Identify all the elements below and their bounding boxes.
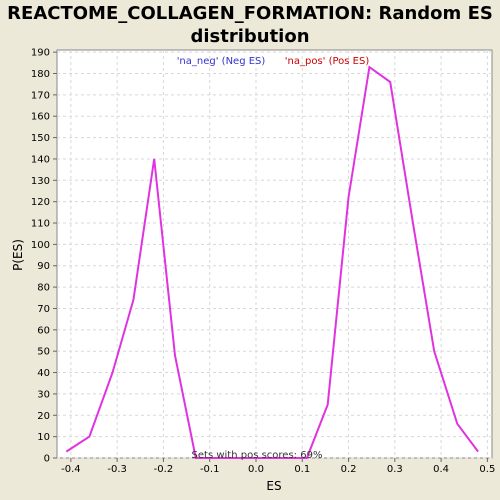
plot-area xyxy=(56,49,493,459)
x-tick-label: 0.3 xyxy=(387,464,403,475)
y-tick-label: 20 xyxy=(37,411,50,422)
y-tick-label: 170 xyxy=(31,90,50,101)
y-tick-label: 40 xyxy=(37,368,50,379)
y-tick-label: 60 xyxy=(37,325,50,336)
y-tick-label: 110 xyxy=(31,219,50,230)
y-tick-label: 80 xyxy=(37,283,50,294)
axes: -0.4 -0.3 -0.2 -0.1 0.0 0.1 0.2 0.3 0.4 0.5 0 10 20 3… xyxy=(31,48,495,475)
es-distribution-line xyxy=(65,65,479,459)
y-tick-label: 150 xyxy=(31,133,50,144)
y-axis-label: P(ES) xyxy=(11,239,25,271)
y-tick-label: 120 xyxy=(31,197,50,208)
legend-item: 'na_neg' (Neg ES) xyxy=(177,56,266,67)
y-tick-label: 100 xyxy=(31,240,50,251)
x-tick-label: 0.1 xyxy=(294,464,310,475)
legend-item: 'na_pos' (Pos ES) xyxy=(285,56,370,67)
x-tick-label: -0.3 xyxy=(107,464,127,475)
x-tick-label: 0.0 xyxy=(248,464,264,475)
x-tick-label: -0.1 xyxy=(200,464,220,475)
y-tick-label: 50 xyxy=(37,347,50,358)
y-tick-label: 140 xyxy=(31,154,50,165)
chart-title: REACTOME_COLLAGEN_FORMATION: Random ES d… xyxy=(7,3,493,47)
y-tick-label: 160 xyxy=(31,112,50,123)
y-tick-label: 190 xyxy=(31,48,50,59)
y-tick-label: 30 xyxy=(37,389,50,400)
x-tick-label: -0.2 xyxy=(154,464,174,475)
x-axis-label: ES xyxy=(266,479,281,493)
x-tick-label: 0.4 xyxy=(433,464,449,475)
pos-scores-annotation: Sets with pos scores: 69% xyxy=(192,450,323,461)
x-tick-label: -0.4 xyxy=(61,464,81,475)
y-tick-label: 180 xyxy=(31,69,50,80)
y-tick-label: 130 xyxy=(31,176,50,187)
series-group xyxy=(65,65,479,459)
y-tick-label: 90 xyxy=(37,261,50,272)
x-tick-label: 0.2 xyxy=(341,464,357,475)
legend: 'na_neg' (Neg ES) 'na_pos' (Pos ES) xyxy=(177,56,370,67)
x-tick-label: 0.5 xyxy=(479,464,495,475)
y-tick-label: 70 xyxy=(37,304,50,315)
y-tick-label: 0 xyxy=(44,454,50,465)
y-tick-label: 10 xyxy=(37,432,50,443)
